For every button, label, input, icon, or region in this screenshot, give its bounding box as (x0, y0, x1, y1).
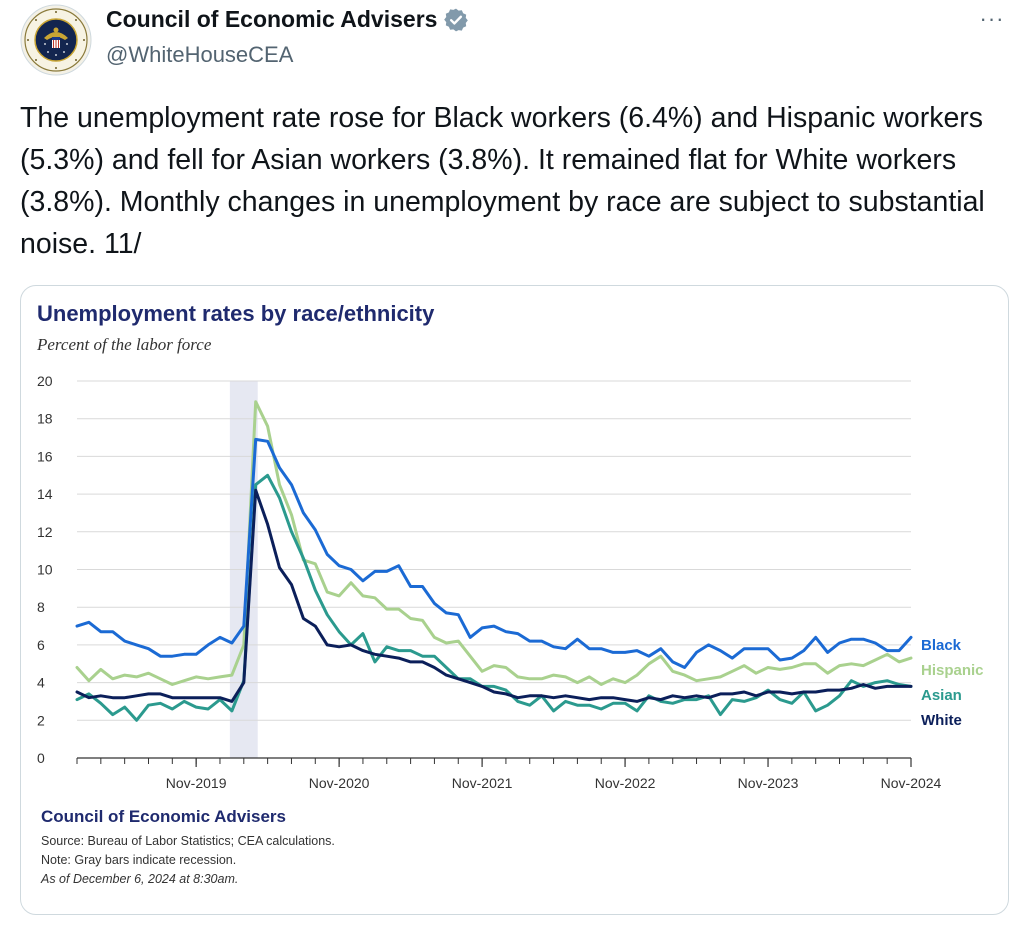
more-options-button[interactable]: ··· (979, 6, 1005, 31)
y-tick-label: 8 (37, 599, 45, 615)
chart-footer-asof: As of December 6, 2024 at 8:30am. (40, 872, 238, 886)
legend-label-white: White (921, 712, 962, 729)
y-tick-label: 14 (37, 486, 53, 502)
author-name[interactable]: Council of Economic Advisers (106, 6, 438, 32)
chart-footer-source: Source: Bureau of Labor Statistics; CEA … (41, 834, 335, 848)
y-tick-label: 12 (37, 524, 53, 540)
y-tick-label: 16 (37, 448, 53, 464)
y-tick-label: 6 (37, 637, 45, 653)
x-tick-label: Nov-2019 (166, 775, 227, 791)
chart-footer-note: Note: Gray bars indicate recession. (41, 853, 236, 867)
x-tick-label: Nov-2021 (452, 775, 513, 791)
chart-title: Unemployment rates by race/ethnicity (37, 301, 435, 326)
x-tick-label: Nov-2023 (738, 775, 799, 791)
y-tick-label: 20 (37, 373, 53, 389)
y-tick-label: 2 (37, 712, 45, 728)
legend-label-hispanic: Hispanic (921, 662, 984, 679)
y-tick-label: 4 (37, 675, 45, 691)
presidential-seal-icon[interactable] (20, 4, 92, 76)
series-line-hispanic (75, 400, 913, 686)
y-tick-label: 0 (37, 750, 45, 766)
x-tick-label: Nov-2024 (881, 775, 942, 791)
verified-badge-icon[interactable] (443, 7, 469, 33)
x-tick-label: Nov-2020 (309, 775, 370, 791)
chart-image-card[interactable]: Unemployment rates by race/ethnicity Per… (20, 285, 1009, 915)
chart-footer-org: Council of Economic Advisers (41, 807, 286, 826)
x-tick-label: Nov-2022 (595, 775, 656, 791)
unemployment-chart: Unemployment rates by race/ethnicity Per… (36, 301, 984, 886)
author-handle[interactable]: @WhiteHouseCEA (106, 42, 294, 67)
y-tick-label: 18 (37, 411, 53, 427)
legend-label-black: Black (921, 637, 962, 654)
author-row: Council of Economic Advisers (106, 6, 469, 33)
legend-label-asian: Asian (921, 687, 962, 704)
tweet-text: The unemployment rate rose for Black wor… (20, 102, 985, 260)
series-line-white (75, 488, 913, 703)
series-line-asian (75, 473, 913, 722)
series-line-black (75, 437, 913, 669)
chart-subtitle: Percent of the labor force (36, 335, 212, 354)
y-tick-label: 10 (37, 562, 53, 578)
